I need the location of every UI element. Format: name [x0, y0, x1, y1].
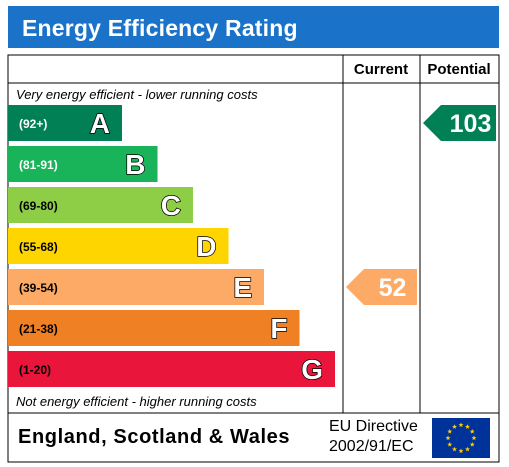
- eu-star-icon: [469, 441, 475, 447]
- page-title: Energy Efficiency Rating: [22, 15, 298, 41]
- eu-star-icon: [447, 441, 453, 447]
- current-rating-arrow-shape: [346, 269, 417, 305]
- band-letter-e: E: [233, 272, 252, 303]
- footer-region: England, Scotland & Wales: [18, 426, 291, 448]
- current-rating-arrow-value: 52: [379, 274, 407, 302]
- current-rating-arrow: 52: [346, 269, 417, 305]
- rating-arrows: 52 103: [346, 105, 496, 305]
- rating-bands: (92+) A (81-91) B (69-80) C (55-68) D (39-54) E (2…: [8, 105, 335, 387]
- band-bar-f: [8, 310, 300, 346]
- band-bar-c: [8, 187, 193, 223]
- band-letter-f: F: [270, 313, 287, 344]
- potential-rating-arrow-shape: [423, 105, 496, 141]
- band-bar-d: [8, 228, 229, 264]
- band-g: (1-20) G: [8, 351, 335, 387]
- band-letter-a: A: [90, 108, 110, 139]
- band-f: (21-38) F: [8, 310, 300, 346]
- band-range-f: (21-38): [19, 322, 58, 336]
- band-a: (92+) A: [8, 105, 122, 141]
- column-header-current: Current: [354, 61, 408, 78]
- bottom-note: Not energy efficient - higher running co…: [16, 394, 257, 409]
- band-e: (39-54) E: [8, 269, 264, 305]
- eu-star-icon: [458, 422, 464, 428]
- footer-directive-line1: EU Directive: [329, 418, 418, 435]
- band-bar-b: [8, 146, 158, 182]
- eu-star-icon: [465, 446, 470, 452]
- band-range-g: (1-20): [19, 363, 51, 377]
- eu-star-icon: [458, 448, 464, 454]
- eu-star-icon: [447, 428, 453, 434]
- header-bar: Energy Efficiency Rating: [8, 6, 499, 48]
- eu-star-icon: [469, 428, 475, 434]
- band-range-c: (69-80): [19, 199, 58, 213]
- band-c: (69-80) C: [8, 187, 193, 223]
- potential-rating-arrow-value: 103: [450, 110, 492, 138]
- band-d: (55-68) D: [8, 228, 229, 264]
- band-b: (81-91) B: [8, 146, 158, 182]
- band-bar-g: [8, 351, 335, 387]
- column-header-potential: Potential: [427, 61, 490, 78]
- eu-star-icon: [445, 435, 451, 441]
- eu-star-icon: [452, 446, 457, 452]
- band-range-b: (81-91): [19, 158, 58, 172]
- band-bar-e: [8, 269, 264, 305]
- eu-star-icon: [452, 424, 457, 429]
- eu-star-icon: [465, 424, 470, 429]
- band-letter-c: C: [161, 190, 181, 221]
- band-range-a: (92+): [19, 117, 47, 131]
- band-letter-g: G: [301, 354, 323, 385]
- band-range-e: (39-54): [19, 281, 58, 295]
- band-letter-d: D: [196, 231, 216, 262]
- potential-rating-arrow: 103: [423, 105, 496, 141]
- band-bar-a: [8, 105, 122, 141]
- top-note: Very energy efficient - lower running co…: [16, 87, 258, 102]
- footer-directive-line2: 2002/91/EC: [329, 438, 414, 455]
- band-range-d: (55-68): [19, 240, 58, 254]
- eu-flag-icon: [432, 418, 490, 458]
- eu-star-icon: [471, 435, 477, 441]
- band-letter-b: B: [125, 149, 145, 180]
